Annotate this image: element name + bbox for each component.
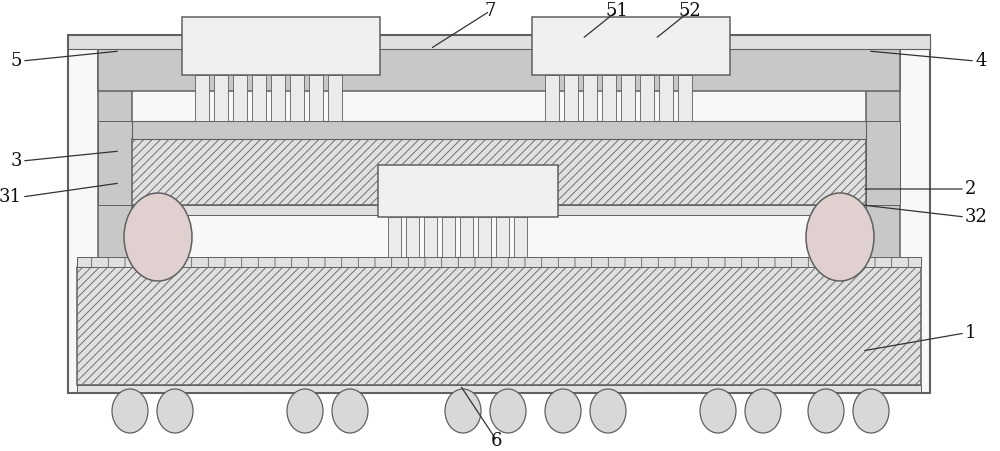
Text: 3: 3 — [10, 152, 22, 170]
Bar — [271, 75, 285, 121]
Bar — [98, 121, 132, 205]
Text: 7: 7 — [484, 2, 496, 20]
Bar — [214, 75, 228, 121]
Bar — [68, 35, 930, 393]
Text: 6: 6 — [491, 432, 503, 450]
Text: 2: 2 — [965, 180, 976, 198]
Text: 51: 51 — [606, 2, 628, 20]
Ellipse shape — [124, 193, 192, 281]
Bar — [132, 205, 866, 215]
Bar — [602, 75, 616, 121]
Ellipse shape — [590, 389, 626, 433]
Ellipse shape — [157, 389, 193, 433]
Ellipse shape — [287, 389, 323, 433]
Bar — [132, 139, 866, 205]
Bar — [98, 49, 900, 91]
Bar — [532, 17, 730, 75]
Bar — [182, 17, 380, 75]
Bar — [583, 75, 597, 121]
Bar — [442, 217, 455, 257]
Ellipse shape — [806, 193, 874, 281]
Ellipse shape — [332, 389, 368, 433]
Ellipse shape — [445, 389, 481, 433]
Bar — [424, 217, 437, 257]
Bar — [478, 217, 491, 257]
Bar — [77, 257, 921, 267]
Bar — [290, 75, 304, 121]
Bar — [866, 49, 900, 267]
Bar — [77, 267, 921, 385]
Bar — [545, 75, 559, 121]
Bar — [233, 75, 247, 121]
Bar — [640, 75, 654, 121]
Bar — [328, 75, 342, 121]
Bar — [514, 217, 527, 257]
Text: 4: 4 — [975, 52, 986, 70]
Bar — [621, 75, 635, 121]
Ellipse shape — [112, 389, 148, 433]
Ellipse shape — [808, 389, 844, 433]
Bar — [496, 217, 509, 257]
Bar — [132, 121, 866, 139]
Text: 52: 52 — [679, 2, 701, 20]
Bar — [77, 257, 921, 267]
Bar — [195, 75, 209, 121]
Ellipse shape — [745, 389, 781, 433]
Bar — [77, 385, 921, 392]
Ellipse shape — [853, 389, 889, 433]
Bar — [378, 165, 558, 217]
Bar — [659, 75, 673, 121]
Bar — [98, 49, 132, 267]
Text: 1: 1 — [965, 324, 976, 342]
Text: 31: 31 — [0, 188, 22, 206]
Bar — [388, 217, 401, 257]
Ellipse shape — [490, 389, 526, 433]
Bar — [460, 217, 473, 257]
Bar — [68, 35, 930, 49]
Ellipse shape — [545, 389, 581, 433]
Bar — [866, 121, 900, 205]
Text: 5: 5 — [11, 52, 22, 70]
Bar — [678, 75, 692, 121]
Bar — [406, 217, 419, 257]
Text: 32: 32 — [965, 208, 988, 226]
Ellipse shape — [700, 389, 736, 433]
Bar — [309, 75, 323, 121]
Bar — [564, 75, 578, 121]
Bar — [252, 75, 266, 121]
